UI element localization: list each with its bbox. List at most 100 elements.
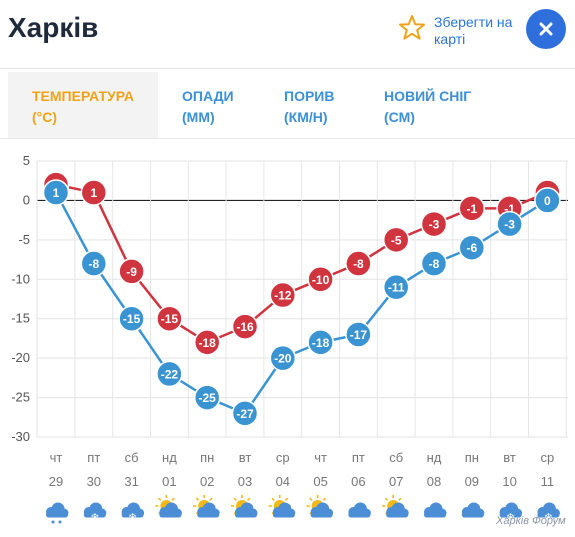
data-point-min: [382, 273, 410, 301]
cloud-shape: [499, 502, 523, 518]
cloud-shape: [348, 502, 371, 518]
cloud-part: [499, 512, 522, 518]
x-tick-date: 01: [162, 474, 176, 489]
cloud-part: [83, 512, 106, 518]
tab-temperature-label: ТЕМПЕРАТУРА: [32, 88, 134, 104]
y-tick-label: -10: [11, 271, 30, 286]
x-tick-weekday: ср: [276, 450, 290, 465]
tab-temperature[interactable]: ТЕМПЕРАТУРА (°C): [8, 72, 158, 138]
data-point-min: [269, 344, 297, 372]
data-label-max: -18: [199, 336, 217, 350]
data-label-min: -3: [504, 218, 515, 232]
cloud-snow-icon: ❄: [83, 502, 107, 524]
data-label-max: -1: [466, 202, 477, 216]
y-tick-label: 5: [23, 153, 30, 168]
data-point-max: [382, 226, 410, 254]
x-tick-date: 29: [49, 474, 63, 489]
data-point-max: [80, 179, 108, 206]
y-tick-label: -30: [11, 429, 30, 444]
cloud-shape: [537, 502, 560, 518]
cloud-part: [310, 512, 333, 518]
x-tick-date: 04: [276, 474, 290, 489]
sun-ray: [158, 497, 162, 501]
cloud-shape: [46, 502, 69, 518]
tab-new-snow-unit: (СМ): [384, 109, 415, 125]
x-tick-weekday: пн: [200, 450, 214, 465]
data-label-min: -8: [429, 257, 440, 271]
tab-gust-label: ПОРИВ: [284, 88, 335, 104]
data-label-min: -18: [312, 336, 330, 350]
data-point-max: [420, 210, 448, 238]
data-point-min: [496, 210, 523, 238]
close-button[interactable]: [526, 9, 566, 49]
y-tick-label: 0: [23, 192, 30, 207]
sun-ray: [309, 497, 313, 501]
rain-drop: [58, 520, 62, 524]
tab-gust-unit: (КМ/Н): [284, 109, 328, 125]
data-label-min: -11: [388, 281, 405, 295]
x-tick-weekday: ср: [541, 450, 555, 465]
partly-cloudy-icon: [382, 495, 409, 518]
snowflake-icon: ❄: [128, 511, 137, 524]
data-point-max: [118, 258, 145, 285]
x-tick-date: 02: [200, 474, 214, 489]
data-label-min: -17: [350, 328, 368, 342]
cloud-shape: [461, 502, 485, 518]
data-label-min: -8: [88, 257, 99, 271]
cloud-part: [121, 512, 144, 518]
data-label-min: -20: [274, 352, 292, 366]
cloud-part: [159, 512, 182, 518]
tab-new-snow-label: НОВИЙ СНІГ: [384, 88, 472, 104]
sun-ray: [171, 497, 175, 501]
data-label-min: 0: [544, 194, 551, 208]
x-tick-weekday: сб: [389, 450, 403, 465]
x-tick-weekday: сб: [125, 450, 139, 465]
save-to-map-button[interactable]: Зберегти на карті: [398, 14, 518, 48]
data-point-max: [156, 305, 183, 332]
x-tick-weekday: чт: [50, 450, 63, 465]
sun-cloud-icon: [193, 495, 220, 518]
tab-new-snow[interactable]: НОВИЙ СНІГ (СМ): [358, 72, 498, 138]
cloud-part: [272, 512, 295, 518]
data-point-max: [231, 313, 259, 340]
tab-precipitation-label: ОПАДИ: [182, 88, 234, 104]
data-point-min: [118, 305, 145, 332]
cloud-shape: [197, 502, 220, 518]
cloud-part: [235, 512, 257, 518]
sun-ray: [284, 497, 289, 501]
x-tick-weekday: чт: [314, 450, 327, 465]
cloud-icon: [348, 502, 371, 518]
cloud-shape: [83, 502, 107, 518]
tab-bar: ТЕМПЕРАТУРА (°C) ОПАДИ (ММ) ПОРИВ (КМ/Н)…: [0, 72, 575, 138]
x-tick-weekday: вт: [239, 450, 252, 465]
data-label-min: -27: [236, 407, 254, 421]
x-tick-date: 07: [389, 474, 403, 489]
data-point-max: [345, 250, 372, 277]
tab-precipitation[interactable]: ОПАДИ (ММ): [158, 72, 258, 138]
x-tick-date: 09: [465, 474, 479, 489]
page-title: Харків: [8, 12, 99, 43]
data-point-min: [193, 384, 221, 411]
data-point-min: [42, 179, 70, 206]
data-label-max: -5: [391, 233, 402, 247]
save-to-map-label: Зберегти на карті: [434, 14, 513, 47]
data-label-min: -15: [123, 312, 141, 326]
data-point-max: [193, 329, 221, 356]
data-label-min: -25: [199, 391, 217, 405]
data-point-max: [307, 266, 334, 293]
cloud-part: [386, 512, 409, 518]
x-tick-date: 03: [238, 474, 252, 489]
data-label-max: -15: [161, 312, 179, 326]
close-icon: [539, 22, 553, 36]
data-label-max: -9: [126, 265, 137, 279]
cloud-part: [348, 512, 371, 518]
sun-ray: [233, 497, 237, 501]
cloud-shape: [235, 502, 258, 518]
cloud-snow-icon: ❄: [121, 502, 145, 524]
tab-gust[interactable]: ПОРИВ (КМ/Н): [258, 72, 358, 138]
x-tick-weekday: пт: [87, 450, 100, 465]
sun-ray: [384, 497, 389, 501]
data-label-max: 1: [90, 186, 97, 200]
x-tick-date: 10: [502, 474, 516, 489]
y-tick-label: -25: [11, 390, 30, 405]
